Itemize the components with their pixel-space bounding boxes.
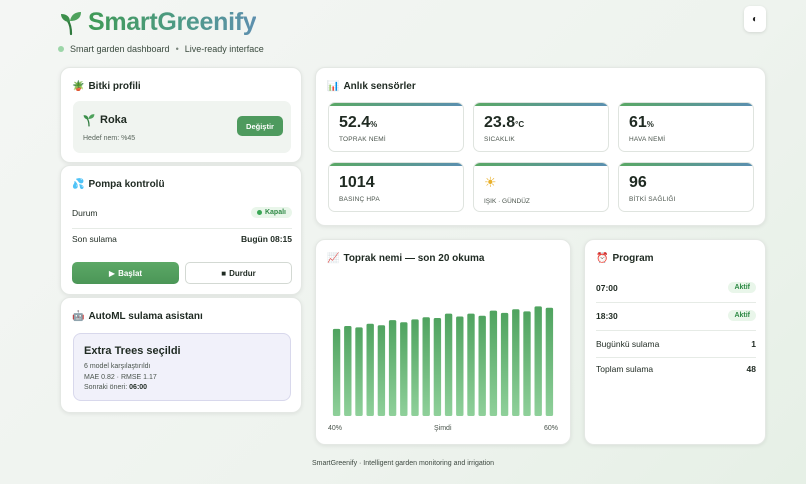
tagline-separator: •: [175, 44, 179, 54]
chart-bar: [545, 307, 554, 416]
model-metrics: MAE 0.82 · RMSE 1.17: [84, 374, 157, 381]
axis-mid-label: Şimdi: [434, 425, 452, 432]
alarm-clock-icon: ⏰: [596, 253, 609, 264]
line-chart-icon: 📈: [327, 253, 340, 264]
last-watering-value: Bugün 08:15: [240, 234, 292, 244]
chart-title: 📈 Toprak nemi — son 20 okuma: [327, 253, 485, 264]
divider: [72, 228, 292, 229]
play-icon: ▶: [108, 268, 116, 278]
app-title: SmartGreenify: [88, 8, 257, 36]
contrast-icon: ◐: [751, 13, 759, 25]
status-badge: Aktif: [728, 282, 756, 293]
schedule-slot[interactable]: 18:30 Aktif: [596, 310, 756, 321]
chart-bar: [344, 325, 352, 416]
plant-profile-card: 🪴 Bitki profili Roka Hedef nem: %45 Deği…: [60, 67, 302, 163]
total-watering-row: Toplam sulama 48: [596, 364, 756, 374]
status-dot: [256, 210, 262, 215]
stop-pump-button[interactable]: ■ Durdur: [185, 262, 292, 284]
program-title: ⏰ Program: [596, 253, 654, 264]
footer: SmartGreenify · Intelligent garden monit…: [311, 460, 495, 467]
chart-bar: [366, 323, 374, 416]
plant-info: Roka Hedef nem: %45 Değiştir: [73, 101, 291, 153]
chart-bar: [534, 306, 542, 416]
water-icon: 💦: [72, 179, 85, 190]
start-pump-button[interactable]: ▶ Başlat: [72, 262, 179, 284]
stop-icon: ■: [221, 268, 227, 278]
bar-chart-icon: 📊: [327, 81, 340, 92]
next-recommendation: Sonraki öneri: 06:00: [84, 384, 148, 391]
automl-title: 🤖 AutoML sulama asistanı: [72, 311, 203, 322]
models-compared: 6 model karşılaştırıldı: [84, 363, 151, 370]
tagline-right: Live-ready interface: [184, 44, 264, 54]
program-card: ⏰ Program 07:00 Aktif 18:30 Aktif Bugünk…: [584, 239, 766, 445]
schedule-slot[interactable]: 07:00 Aktif: [596, 282, 756, 293]
today-watering-row: Bugünkü sulama 1: [596, 339, 756, 349]
axis-right-label: 60%: [544, 425, 559, 432]
chart-bar: [355, 327, 363, 416]
chart-bar: [444, 313, 453, 416]
sensor-pressure: 1014 BASINÇ HPA: [328, 162, 464, 212]
sensor-light: ☀ IŞIK · GÜNDÜZ: [473, 162, 609, 212]
sensor-temperature: 23.8°C SICAKLIK: [473, 102, 609, 152]
plant-name: Roka: [82, 113, 127, 127]
sensor-air-humidity: 61% HAVA NEMİ: [618, 102, 754, 152]
selected-model: Extra Trees seçildi: [84, 345, 181, 357]
status-dot: [58, 46, 64, 52]
chart-bar: [523, 311, 531, 416]
chart-bar: [332, 328, 341, 416]
chart-bar: [489, 310, 498, 416]
chart-bar: [467, 313, 475, 416]
last-watering-row: Son sulama Bugün 08:15: [72, 234, 292, 244]
sprout-icon: [83, 114, 95, 127]
chart-bar: [478, 315, 486, 416]
moisture-chart-card: 📈 Toprak nemi — son 20 okuma 40% Şimdi 6…: [315, 239, 571, 445]
pump-control-card: 💦 Pompa kontrolü Durum Kapalı Son sulama…: [60, 165, 302, 295]
automl-card: 🤖 AutoML sulama asistanı Extra Trees seç…: [60, 297, 302, 413]
change-plant-button[interactable]: Değiştir: [237, 116, 283, 136]
status-badge: Aktif: [728, 310, 756, 321]
divider: [596, 302, 756, 303]
chart-bar: [377, 325, 386, 416]
divider: [596, 357, 756, 358]
sprout-icon: [61, 11, 81, 35]
pump-control-title: 💦 Pompa kontrolü: [72, 179, 165, 190]
chart-bar: [456, 316, 464, 416]
tagline: Smart garden dashboard • Live-ready inte…: [58, 44, 264, 54]
chart-bar: [411, 319, 419, 416]
app-header: SmartGreenify Smart garden dashboard • L…: [58, 8, 264, 54]
robot-icon: 🤖: [72, 311, 85, 322]
chart-bar: [422, 317, 430, 416]
divider: [596, 330, 756, 331]
sensors-card: 📊 Anlık sensörler 52.4% TOPRAK NEMİ 23.8…: [315, 67, 766, 226]
axis-left-label: 40%: [328, 425, 343, 432]
brand: SmartGreenify: [58, 8, 264, 37]
sun-icon: ☀: [484, 174, 497, 190]
pump-status-label: Durum: [72, 207, 98, 218]
status-badge: Kapalı: [250, 207, 292, 218]
moisture-bar-chart: [332, 306, 554, 416]
sensor-plant-health: 96 BİTKİ SAĞLIĞI: [618, 162, 754, 212]
chart-bar: [388, 320, 397, 416]
chart-bar: [512, 309, 520, 416]
plant-profile-title: 🪴 Bitki profili: [72, 81, 141, 92]
model-result: Extra Trees seçildi 6 model karşılaştırı…: [73, 333, 291, 401]
potted-plant-icon: 🪴: [72, 81, 85, 92]
pump-status-row: Durum Kapalı: [72, 207, 292, 218]
chart-bar: [500, 312, 509, 416]
last-watering-label: Son sulama: [72, 234, 117, 244]
target-moisture: Hedef nem: %45: [83, 135, 136, 142]
sensor-soil-moisture: 52.4% TOPRAK NEMİ: [328, 102, 464, 152]
chart-bar: [400, 322, 408, 416]
theme-toggle-button[interactable]: ◐: [744, 6, 766, 32]
chart-bar: [433, 317, 442, 416]
sensors-title: 📊 Anlık sensörler: [327, 81, 416, 92]
tagline-left: Smart garden dashboard: [70, 44, 170, 54]
